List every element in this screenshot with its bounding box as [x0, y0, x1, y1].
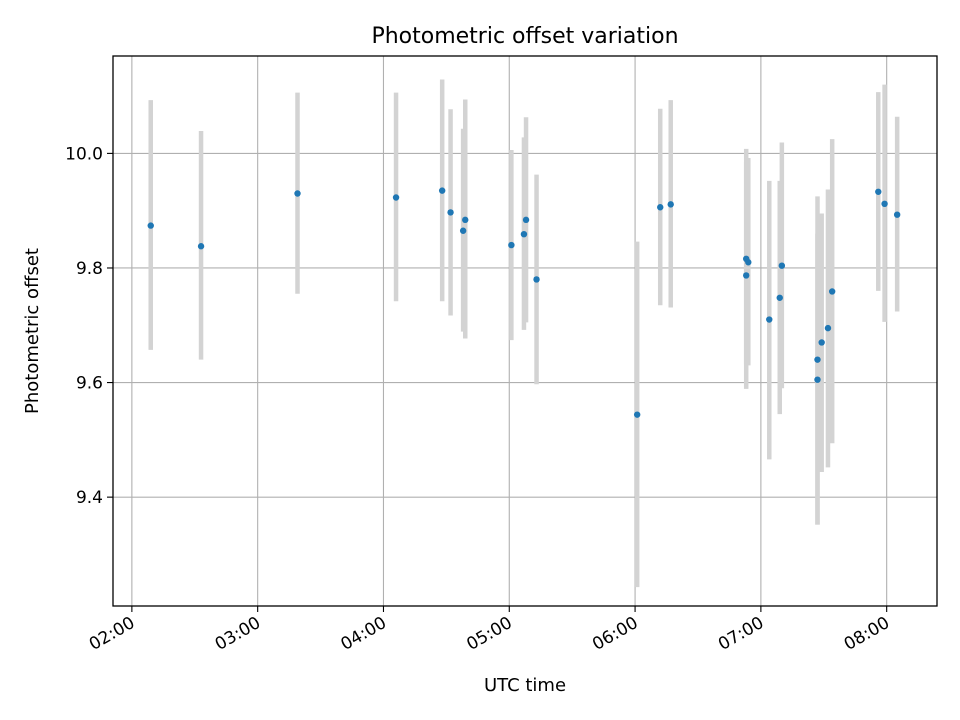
- data-point: [447, 209, 454, 216]
- data-point: [881, 200, 888, 208]
- data-point: [508, 241, 515, 249]
- data-point: [818, 339, 825, 346]
- data-point: [462, 216, 469, 224]
- data-point: [766, 316, 773, 323]
- data-point: [438, 187, 446, 194]
- data-point: [294, 190, 301, 197]
- data-point: [533, 276, 540, 283]
- x-tick-label: 03:00: [212, 613, 264, 655]
- data-point: [743, 272, 750, 279]
- data-point: [778, 262, 786, 269]
- data-point: [197, 243, 205, 250]
- data-point: [875, 188, 882, 195]
- data-point: [667, 201, 674, 208]
- y-axis-label: Photometric offset: [22, 248, 43, 414]
- x-tick-label: 06:00: [589, 613, 641, 655]
- data-point: [147, 222, 154, 229]
- data-point: [520, 230, 528, 238]
- data-point: [814, 356, 821, 363]
- x-tick-label: 02:00: [86, 613, 138, 655]
- y-tick-label: 9.4: [76, 488, 103, 508]
- data-points: [147, 187, 901, 418]
- x-tick-label: 07:00: [715, 613, 767, 655]
- data-point: [828, 288, 836, 295]
- plot-frame: [112, 55, 938, 607]
- y-tick-label: 9.8: [76, 259, 103, 279]
- data-point: [459, 227, 467, 234]
- data-point: [522, 216, 530, 224]
- y-axis: 9.4 9.6 9.8 10.0: [65, 144, 113, 508]
- data-point: [633, 411, 641, 418]
- y-tick-label: 10.0: [65, 144, 103, 164]
- x-tick-label: 05:00: [463, 613, 515, 655]
- data-point: [893, 211, 901, 218]
- error-bars: [148, 79, 900, 588]
- data-point: [814, 376, 821, 383]
- y-tick-label: 9.6: [76, 374, 103, 394]
- x-axis: 02:00 03:00 04:00 05:00 06:00 07:00 08:00: [86, 606, 893, 655]
- x-tick-label: 08:00: [841, 613, 893, 655]
- chart-title: Photometric offset variation: [371, 24, 678, 49]
- x-tick-label: 04:00: [338, 613, 390, 655]
- data-point: [657, 204, 664, 211]
- data-point: [745, 259, 752, 266]
- data-point: [776, 294, 783, 301]
- data-point: [392, 194, 400, 201]
- data-point: [824, 324, 832, 332]
- x-axis-label: UTC time: [484, 675, 566, 696]
